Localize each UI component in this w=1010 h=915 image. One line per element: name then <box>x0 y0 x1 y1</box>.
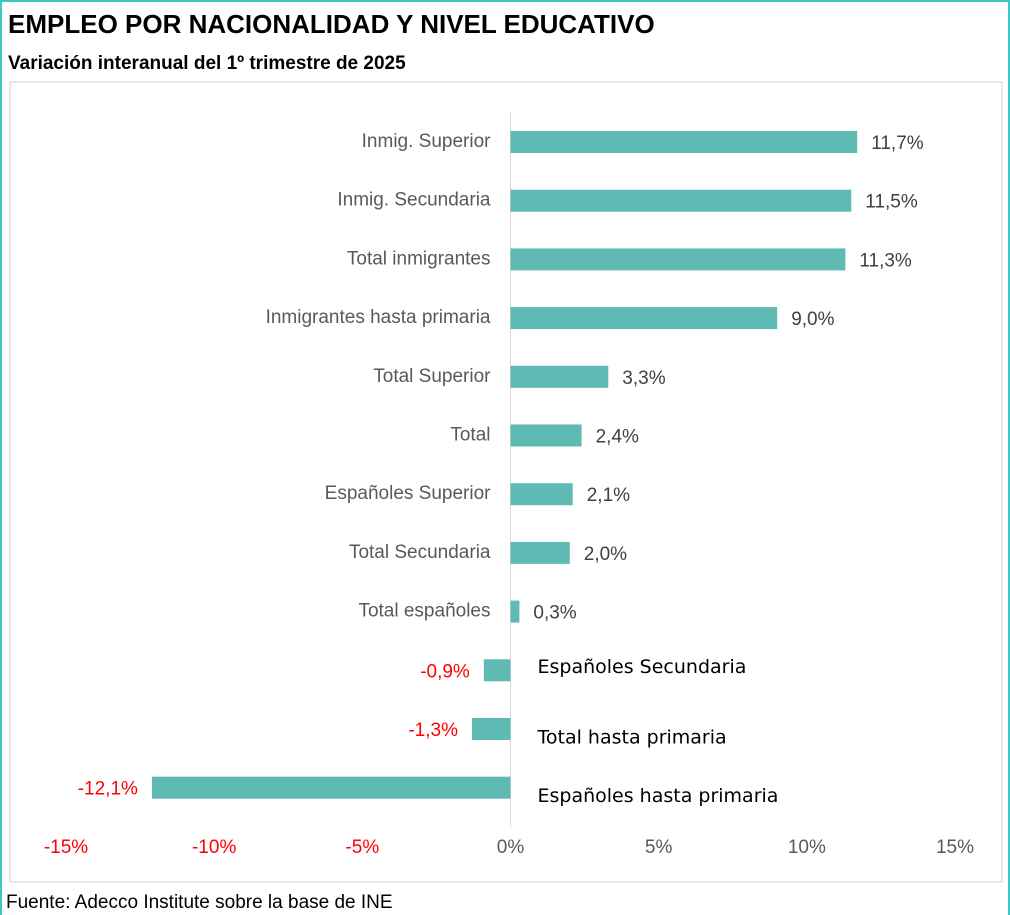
category-label: Inmig. Superior <box>362 131 492 152</box>
bar <box>510 131 858 153</box>
category-label: Españoles hasta primaria <box>538 785 779 807</box>
x-tick-label: -10% <box>192 837 236 858</box>
category-label: Españoles Secundaria <box>538 656 747 678</box>
value-label: 2,4% <box>596 427 639 448</box>
category-label: Españoles Superior <box>325 483 491 504</box>
bar <box>471 718 511 740</box>
value-label: 0,3% <box>533 603 576 624</box>
bar <box>510 365 609 388</box>
bar <box>510 189 852 212</box>
bar <box>151 776 511 799</box>
source: Fuente: Adecco Institute sobre la base d… <box>6 892 393 913</box>
bar <box>510 424 582 447</box>
bar <box>483 659 511 682</box>
category-label: Inmig. Secundaria <box>337 190 491 211</box>
value-label: -0,9% <box>420 661 470 682</box>
category-label: Inmigrantes hasta primaria <box>266 307 491 328</box>
x-tick-label: 15% <box>936 837 974 858</box>
category-label: Total <box>450 425 490 446</box>
bar <box>510 600 520 623</box>
x-tick-label: 10% <box>788 837 826 858</box>
value-label: 11,5% <box>865 192 918 213</box>
x-tick-label: 0% <box>497 837 525 858</box>
value-label: 11,3% <box>859 250 912 271</box>
value-label: 2,0% <box>584 544 627 565</box>
category-label: Total hasta primaria <box>537 727 727 749</box>
bar <box>510 483 573 506</box>
bar <box>510 541 570 564</box>
chart-frame <box>9 81 1003 883</box>
category-label: Total españoles <box>358 601 490 622</box>
chart-title: EMPLEO POR NACIONALIDAD Y NIVEL EDUCATIV… <box>8 9 655 39</box>
value-label: 11,7% <box>871 133 924 154</box>
value-label: -1,3% <box>408 720 458 741</box>
bar <box>510 307 778 330</box>
value-label: 3,3% <box>622 368 665 389</box>
x-tick-label: -5% <box>345 837 379 858</box>
category-label: Total Secundaria <box>349 542 491 563</box>
category-label: Total inmigrantes <box>347 248 491 269</box>
value-label: 2,1% <box>587 485 630 506</box>
chart-subtitle: Variación interanual del 1º trimestre de… <box>8 53 406 74</box>
x-tick-label: 5% <box>645 837 673 858</box>
value-label: -12,1% <box>78 779 138 800</box>
value-label: 9,0% <box>791 309 834 330</box>
bar <box>510 248 846 271</box>
category-label: Total Superior <box>373 366 491 387</box>
x-tick-label: -15% <box>44 837 88 858</box>
